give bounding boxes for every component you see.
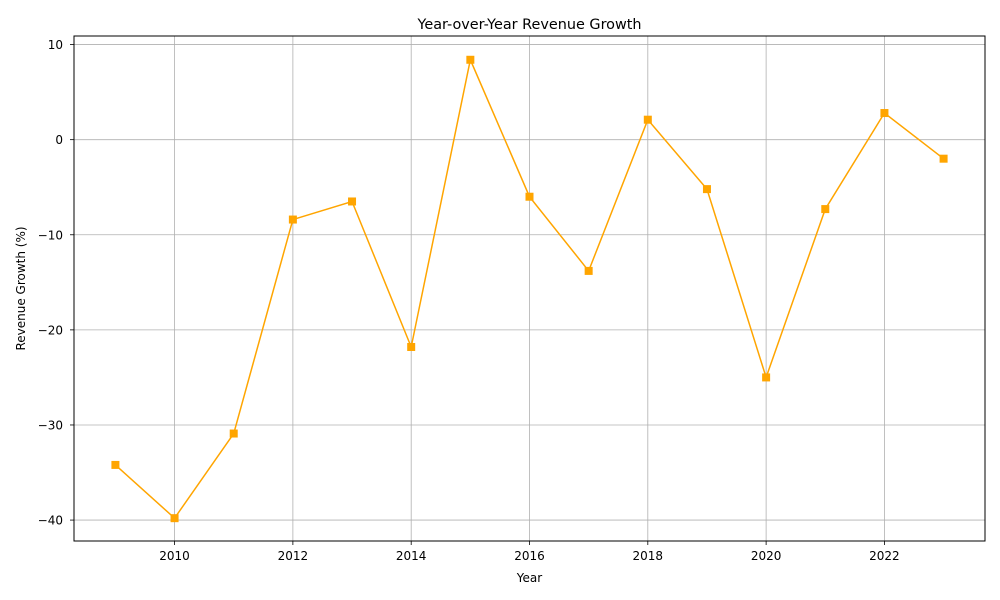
x-tick-label: 2012 bbox=[278, 549, 309, 563]
y-axis-label: Revenue Growth (%) bbox=[14, 226, 28, 350]
data-point-marker bbox=[466, 55, 475, 64]
data-point-marker bbox=[288, 215, 297, 224]
data-point-marker bbox=[584, 266, 593, 275]
data-series bbox=[111, 55, 948, 523]
x-tick-label: 2014 bbox=[396, 549, 427, 563]
data-point-marker bbox=[525, 192, 534, 201]
x-tick-label: 2020 bbox=[751, 549, 782, 563]
x-axis-label: Year bbox=[516, 571, 542, 585]
data-point-marker bbox=[111, 460, 120, 469]
data-point-marker bbox=[702, 185, 711, 194]
data-point-marker bbox=[880, 109, 889, 118]
data-point-marker bbox=[229, 429, 238, 438]
grid-lines bbox=[74, 36, 985, 541]
y-tick-label: −20 bbox=[38, 323, 63, 337]
y-tick-label: −10 bbox=[38, 228, 63, 242]
y-tick-label: −30 bbox=[38, 418, 63, 432]
y-tick-label: 0 bbox=[55, 133, 63, 147]
data-point-marker bbox=[762, 373, 771, 382]
x-tick-label: 2016 bbox=[514, 549, 545, 563]
x-tick-label: 2022 bbox=[869, 549, 900, 563]
data-point-marker bbox=[407, 342, 416, 351]
data-point-marker bbox=[170, 514, 179, 523]
y-tick-label: −40 bbox=[38, 514, 63, 528]
data-point-marker bbox=[643, 115, 652, 124]
x-tick-label: 2018 bbox=[633, 549, 664, 563]
data-point-marker bbox=[348, 197, 357, 206]
x-tick-label: 2010 bbox=[159, 549, 190, 563]
chart-title: Year-over-Year Revenue Growth bbox=[416, 17, 641, 33]
axis-ticks: 2010 2012 2014 2016 2018 2020 2022 10 0 −10 −20 −30… bbox=[38, 38, 900, 563]
data-point-marker bbox=[821, 205, 830, 214]
data-point-marker bbox=[939, 154, 948, 163]
y-tick-label: 10 bbox=[48, 38, 63, 52]
